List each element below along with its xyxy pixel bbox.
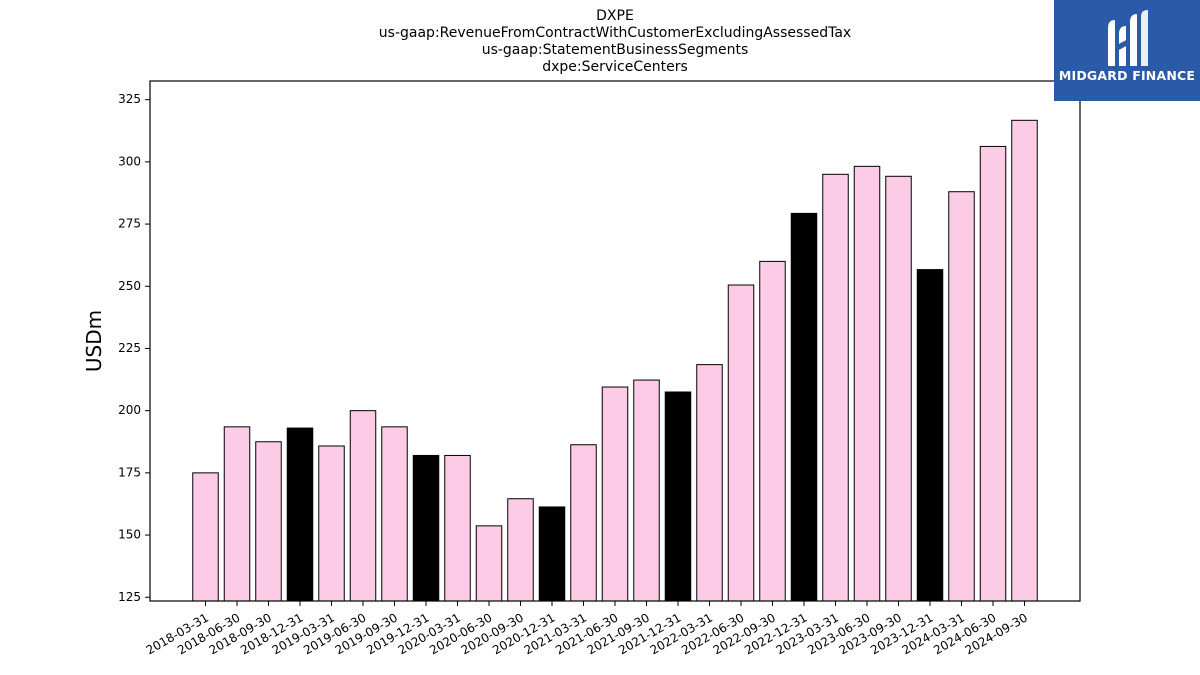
- bar-2020-03-31: [444, 454, 471, 602]
- bar-2024-09-30: [1011, 119, 1038, 602]
- bar-2019-03-31: [318, 445, 345, 602]
- chart-title: DXPEus-gaap:RevenueFromContractWithCusto…: [379, 8, 851, 75]
- y-tick-label-175: 175: [118, 465, 141, 479]
- title-line-2: us-gaap:StatementBusinessSegments: [482, 42, 749, 58]
- bar-2023-12-31: [916, 269, 944, 602]
- bar-2019-12-31: [412, 454, 440, 602]
- bar-2021-03-31: [570, 444, 597, 602]
- bar-2023-09-30: [885, 175, 912, 602]
- bar-2018-03-31: [192, 472, 219, 602]
- bar-2018-09-30: [255, 441, 282, 602]
- y-axis: 125 150 175 200 225 250 275 300 325: [118, 92, 150, 604]
- bar-2022-12-31: [790, 212, 818, 602]
- logo: MIDGARD FINANCE: [1054, 0, 1200, 101]
- bar-2021-12-31: [664, 391, 692, 602]
- logo-text: MIDGARD FINANCE: [1058, 68, 1196, 83]
- bar-2024-03-31: [948, 191, 975, 602]
- bar-2022-03-31: [696, 364, 723, 602]
- y-tick-label-200: 200: [118, 403, 141, 417]
- bar-2022-06-30: [727, 284, 755, 602]
- bar-2019-06-30: [349, 410, 377, 602]
- y-axis-label: USDm: [82, 310, 106, 372]
- bar-2020-09-30: [507, 498, 534, 602]
- bar-2020-06-30: [475, 525, 503, 602]
- title-line-0: DXPE: [596, 8, 634, 24]
- title-line-1: us-gaap:RevenueFromContractWithCustomerE…: [379, 25, 851, 41]
- x-axis: 2018-03-312018-06-302018-09-302018-12-31…: [144, 601, 1030, 657]
- y-tick-label-275: 275: [118, 217, 141, 231]
- stylized-m-icon: [1108, 10, 1148, 66]
- bar-2024-06-30: [979, 145, 1007, 602]
- bar-2023-03-31: [822, 173, 849, 602]
- bar-2019-09-30: [381, 426, 408, 602]
- y-tick-label-250: 250: [118, 279, 141, 293]
- y-tick-label-325: 325: [118, 92, 141, 106]
- bar-2022-09-30: [759, 260, 786, 602]
- y-tick-label-150: 150: [118, 528, 141, 542]
- y-tick-label-125: 125: [118, 590, 141, 604]
- bar-2020-12-31: [538, 506, 566, 602]
- bar-2021-09-30: [633, 379, 660, 602]
- y-tick-label-225: 225: [118, 341, 141, 355]
- bars: [192, 119, 1038, 602]
- title-line-3: dxpe:ServiceCenters: [542, 59, 688, 75]
- bar-2023-06-30: [853, 165, 881, 602]
- y-tick-label-300: 300: [118, 154, 141, 168]
- bar-2021-06-30: [601, 386, 629, 602]
- bar-2018-06-30: [223, 426, 251, 602]
- bar-2018-12-31: [286, 427, 314, 602]
